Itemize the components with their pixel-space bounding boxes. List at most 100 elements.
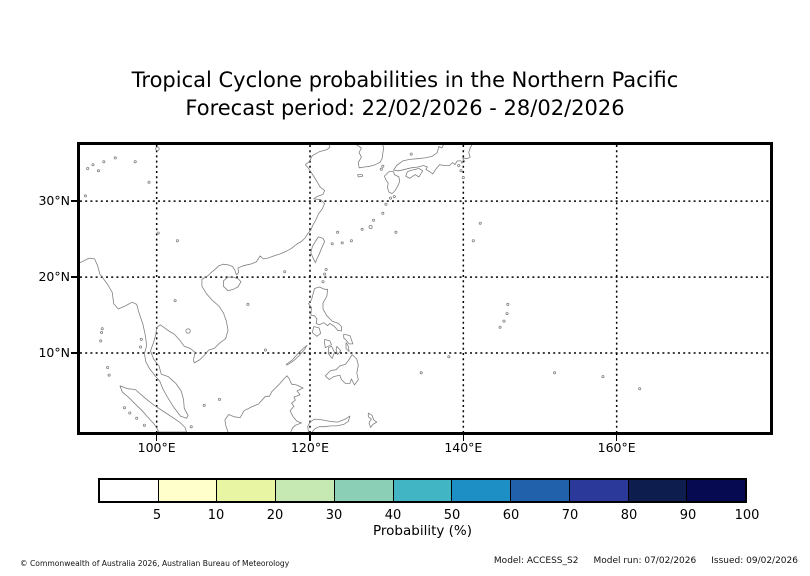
- islet: [323, 272, 327, 276]
- x-tick-label: 160°E: [597, 440, 636, 455]
- title-line1: Tropical Cyclone probabilities in the No…: [131, 68, 679, 92]
- colorbar-segment-50-60: [451, 480, 511, 501]
- x-tick-mark: [615, 435, 618, 441]
- islet: [392, 195, 396, 199]
- coastline-borneo: [224, 375, 304, 432]
- coastline-panay: [324, 339, 332, 349]
- islet: [419, 371, 423, 375]
- islet: [202, 403, 206, 407]
- colorbar-frame: [98, 478, 747, 503]
- colorbar-segment-10-20: [216, 480, 276, 501]
- islet: [142, 423, 146, 427]
- x-tick-label: 100°E: [137, 440, 176, 455]
- colorbar-segment-5-10: [157, 480, 217, 501]
- coastline-palawan: [285, 344, 308, 366]
- colorbar-segment-30-40: [333, 480, 393, 501]
- coastline-jeju: [357, 174, 364, 178]
- islet: [133, 160, 137, 164]
- islet: [175, 239, 179, 243]
- islet: [91, 163, 95, 167]
- y-tick-mark: [71, 200, 77, 202]
- footer-copyright: © Commonwealth of Australia 2026, Austra…: [20, 559, 290, 568]
- islet: [505, 312, 509, 316]
- islet: [263, 348, 267, 352]
- coastline-korea: [356, 145, 385, 169]
- footer-model: Model: ACCESS_S2: [493, 556, 579, 566]
- colorbar-tick-label: 40: [384, 508, 402, 523]
- islet: [321, 280, 325, 284]
- colorbar-segment-40-50: [392, 480, 452, 501]
- colorbar-segment-90-100: [686, 480, 746, 501]
- islet: [381, 164, 385, 168]
- islet: [107, 373, 111, 377]
- coastline-hainan: [222, 276, 242, 292]
- footer-issued: Issued: 09/02/2026: [711, 556, 798, 566]
- colorbar-tick-label: 10: [207, 508, 225, 523]
- page-title: Tropical Cyclone probabilities in the No…: [0, 66, 810, 122]
- islet: [461, 176, 465, 180]
- footer-model-run: Model run: 07/02/2026: [593, 556, 697, 566]
- x-tick-mark: [462, 435, 465, 441]
- islet: [447, 355, 451, 359]
- coastline-asia-mainland: [80, 145, 331, 419]
- islet: [128, 411, 132, 415]
- footer-info: Model: ACCESS_S2 Model run: 07/02/2026 I…: [494, 556, 798, 566]
- coastline-kyushu: [383, 171, 401, 194]
- title-line2: Forecast period: 22/02/2026 - 28/02/2026: [185, 96, 625, 120]
- colorbar-tick-label: 70: [561, 508, 579, 523]
- colorbar-tick-label: 20: [266, 508, 284, 523]
- coastline-samar: [343, 333, 354, 345]
- coastline-luzon: [308, 286, 342, 332]
- colorbar-tick-label: 50: [443, 508, 461, 523]
- coastline-negros: [327, 345, 335, 359]
- islet: [381, 211, 385, 215]
- islet: [379, 167, 383, 171]
- colorbar-segment-70-80: [568, 480, 628, 501]
- islet: [394, 230, 398, 234]
- coastline-cebu: [335, 345, 342, 356]
- islet: [106, 365, 110, 369]
- islet: [83, 194, 87, 198]
- coastline-sumatra: [119, 385, 187, 432]
- islet: [502, 319, 506, 323]
- islet: [388, 196, 392, 200]
- islet: [283, 270, 287, 274]
- islet: [459, 169, 463, 173]
- islet: [471, 239, 475, 243]
- colorbar-tick-label: 5: [152, 508, 162, 523]
- coastline-shikoku: [405, 168, 424, 179]
- colorbar-tick-label: 100: [734, 508, 760, 523]
- x-tick-mark: [309, 435, 311, 441]
- islet: [139, 345, 143, 349]
- islet: [457, 163, 461, 167]
- x-tick-label: 120°E: [290, 440, 329, 455]
- islet: [99, 339, 103, 343]
- coastline-sulawesi-north: [307, 415, 351, 432]
- islet: [553, 371, 557, 375]
- colorbar-segment-80-90: [627, 480, 687, 501]
- islet: [123, 406, 127, 410]
- y-tick-label: 30°N: [38, 193, 70, 209]
- colorbar-segment-20-30: [275, 480, 334, 501]
- islet: [86, 166, 90, 170]
- colorbar-tick-label: 90: [679, 508, 697, 523]
- colorbar-segment-60-70: [510, 480, 569, 501]
- islet: [102, 160, 106, 164]
- islet: [147, 180, 151, 184]
- islet: [246, 302, 250, 306]
- islet: [156, 231, 160, 235]
- coastline-leyte: [345, 342, 350, 352]
- coastline-halmahera: [367, 412, 378, 428]
- map-frame: [77, 142, 773, 435]
- islet: [155, 146, 160, 151]
- islet: [185, 328, 191, 334]
- islet: [478, 221, 482, 225]
- islet: [96, 169, 100, 173]
- islet: [372, 218, 376, 222]
- coastline-honshu: [393, 145, 473, 175]
- islet: [340, 241, 344, 245]
- y-tick-mark: [71, 352, 77, 354]
- coastline-mindoro: [311, 326, 322, 337]
- y-tick-label: 20°N: [38, 269, 70, 285]
- islet: [139, 337, 143, 341]
